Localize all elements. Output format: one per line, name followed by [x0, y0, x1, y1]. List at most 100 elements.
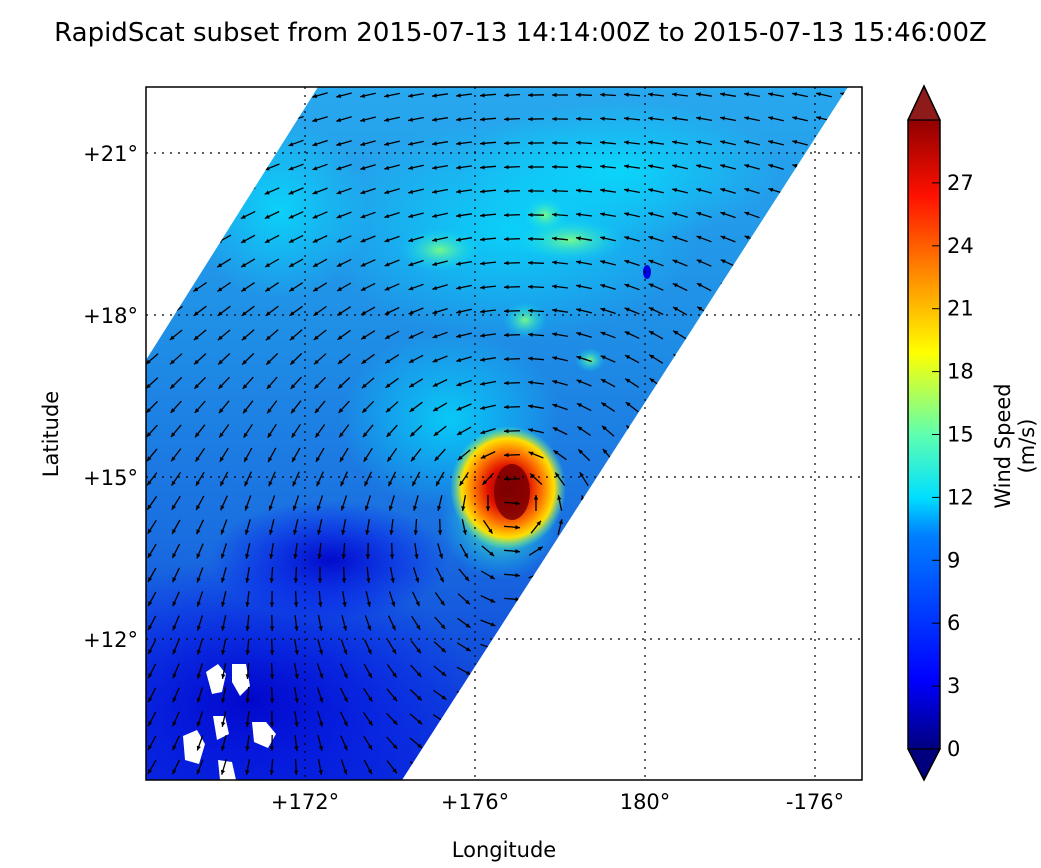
wind-arrow-head — [386, 407, 391, 413]
wind-arrow-head — [148, 721, 153, 727]
wind-arrow-head — [219, 432, 224, 438]
wind-arrow-head — [552, 403, 558, 408]
wind-arrow-head — [388, 481, 393, 487]
wind-arrow-head — [196, 649, 202, 655]
wind-arrow-head — [288, 238, 294, 243]
wind-arrow-head — [217, 335, 223, 341]
wind-arrow-head — [577, 426, 583, 431]
wind-arrow-head — [269, 746, 275, 751]
wind-arrow-head — [292, 457, 297, 462]
wind-arrow-head — [365, 530, 370, 535]
wind-arrow-head — [602, 448, 608, 454]
wind-arrow-head — [412, 481, 417, 487]
wind-arrow-head — [649, 331, 654, 336]
wind-arrow-head — [696, 140, 701, 145]
wind-arrow-head — [195, 456, 200, 462]
wind-arrow-head — [338, 408, 344, 413]
wind-arrow-head — [576, 260, 581, 265]
wind-arrow-head — [528, 260, 533, 265]
wind-arrow-head — [456, 237, 461, 242]
wind-arrow-head — [391, 625, 396, 631]
wind-arrow-head — [552, 284, 557, 289]
wind-arrow-head — [385, 334, 390, 339]
wind-arrow-head — [317, 554, 322, 559]
wind-arrow-head — [171, 456, 176, 462]
wind-arrow-head — [409, 383, 415, 388]
wind-arrow-head — [504, 308, 509, 314]
wind-arrow-head — [411, 456, 416, 462]
wind-arrow-head — [648, 283, 654, 288]
wind-arrow-head — [360, 190, 366, 195]
wind-arrow-head — [417, 695, 422, 701]
wind-arrow-head — [265, 335, 271, 341]
wind-arrow-head — [196, 697, 201, 703]
wind-arrow-head — [673, 330, 679, 335]
wind-arrow-head — [293, 554, 298, 559]
wind-arrow-head — [288, 166, 294, 171]
wind-arrow-head — [528, 188, 533, 194]
wind-arrow-head — [170, 383, 175, 389]
wind-arrow-head — [220, 553, 225, 559]
wind-arrow-head — [312, 238, 318, 243]
wind-arrow-head — [196, 601, 201, 607]
wind-arrow-head — [289, 287, 295, 292]
wind-arrow-head — [195, 432, 200, 438]
wind-arrow-head — [218, 359, 223, 365]
wind-arrow-head — [530, 473, 535, 479]
wind-arrow-head — [245, 626, 250, 631]
x-tick-label: +176° — [441, 790, 509, 814]
wind-arrow-head — [432, 213, 437, 218]
wind-arrow-head — [792, 163, 798, 169]
wind-arrow-head — [264, 238, 270, 243]
wind-arrow-head — [196, 769, 201, 775]
wind-arrow-head — [392, 696, 398, 702]
wind-arrow-head — [391, 648, 397, 654]
wind-arrow-head — [464, 576, 470, 582]
wind-arrow-head — [360, 238, 366, 243]
wind-arrow-head — [360, 93, 366, 98]
wind-arrow-head — [196, 505, 201, 511]
wind-arrow-head — [245, 602, 250, 607]
wind-arrow-head — [432, 358, 438, 363]
wind-arrow-head — [432, 141, 437, 146]
wind-arrow-head — [312, 93, 318, 98]
wind-arrow-head — [336, 117, 342, 122]
wind-arrow-head — [576, 284, 581, 289]
wind-arrow-head — [146, 383, 151, 389]
wind-arrow-head — [504, 165, 509, 170]
wind-arrow-head — [245, 746, 250, 751]
wind-arrow-head — [456, 382, 462, 387]
wind-arrow-head — [294, 698, 299, 703]
wind-arrow-head — [392, 720, 398, 725]
wind-arrow-head — [437, 505, 442, 511]
wind-arrow-head — [343, 697, 348, 703]
wind-arrow-head — [270, 674, 275, 679]
wind-arrow-head — [504, 284, 509, 290]
wind-arrow-head — [318, 626, 323, 631]
wind-arrow-head — [600, 140, 605, 145]
wind-arrow-head — [720, 116, 725, 121]
wind-arrow-head — [319, 673, 324, 679]
wind-arrow-head — [148, 697, 153, 703]
wind-arrow-head — [600, 355, 606, 360]
wind-arrow-head — [624, 236, 630, 241]
wind-arrow-head — [384, 214, 390, 219]
wind-arrow-head — [270, 698, 275, 703]
wind-arrow-head — [488, 528, 493, 534]
wind-arrow-head — [768, 92, 773, 97]
wind-arrow-head — [465, 623, 471, 628]
wind-arrow-head — [456, 189, 461, 194]
wind-arrow-head — [696, 164, 702, 169]
wind-arrow-head — [264, 190, 270, 195]
wind-arrow-head — [416, 672, 422, 677]
wind-arrow-head — [392, 768, 397, 774]
x-tick-labels: +172° +176° 180° -176° — [271, 790, 844, 814]
wind-arrow-head — [480, 261, 485, 266]
wind-arrow-head — [432, 382, 438, 387]
wind-arrow-head — [289, 262, 294, 267]
wind-arrow-head — [416, 648, 421, 654]
wind-arrow-head — [289, 335, 295, 341]
wind-arrow-head — [385, 359, 391, 364]
wind-arrow-head — [552, 92, 557, 98]
wind-arrow-head — [245, 578, 250, 583]
